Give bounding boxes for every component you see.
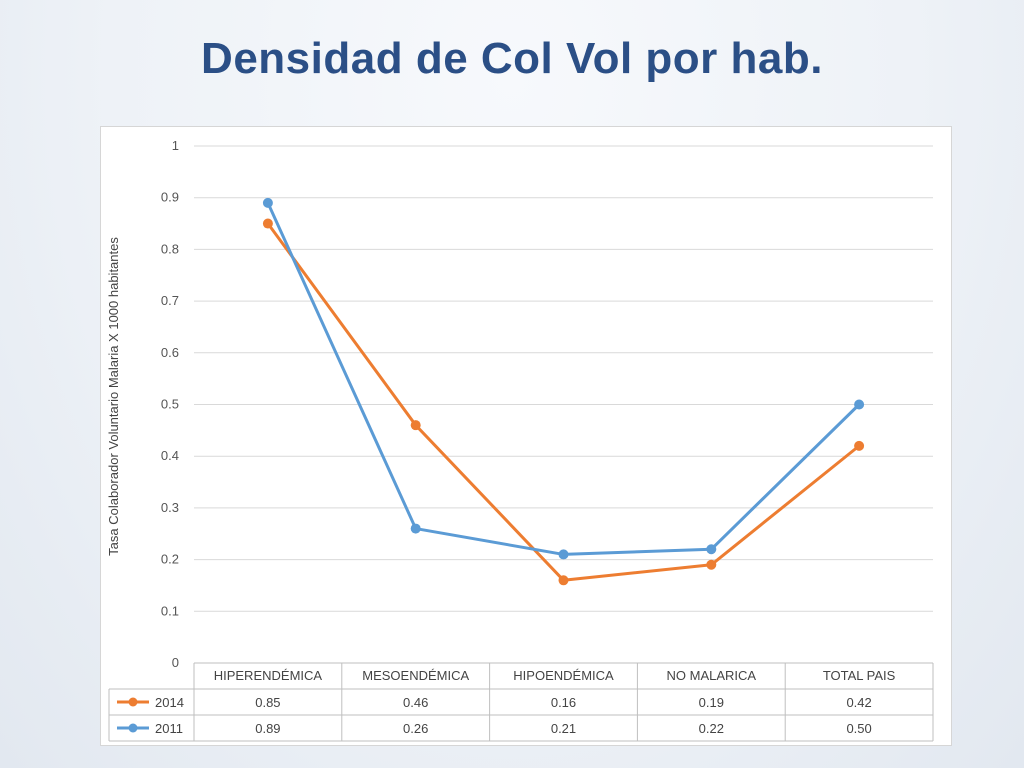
data-point-2011 <box>854 399 865 410</box>
data-table-value: 0.26 <box>403 721 428 736</box>
legend-entry: 2011 <box>155 721 183 736</box>
series-line-2011 <box>266 201 861 556</box>
y-tick-label: 0.9 <box>161 190 179 205</box>
data-table-value: 0.22 <box>699 721 724 736</box>
category-label: HIPERENDÉMICA <box>214 668 323 683</box>
y-tick-label: 0.8 <box>161 241 179 256</box>
y-tick-label: 0.6 <box>161 345 179 360</box>
data-table-value: 0.50 <box>846 721 871 736</box>
data-table-value: 0.19 <box>699 695 724 710</box>
data-table-value: 0.42 <box>846 695 871 710</box>
category-label: TOTAL PAIS <box>823 668 896 683</box>
slide-title: Densidad de Col Vol por hab. <box>201 34 823 83</box>
legend-key-marker <box>128 697 138 707</box>
data-table-value: 0.89 <box>255 721 280 736</box>
legend-key-marker <box>128 723 138 733</box>
line-chart: 0 0.1 0.2 0.3 0.4 0.5 0.6 0.7 0.8 0.9 1 Tasa Colabo… <box>106 138 934 742</box>
data-point-2011 <box>706 544 717 555</box>
y-tick-label: 0.1 <box>161 603 179 618</box>
legend-entry: 2014 <box>155 695 184 710</box>
chart-frame: 0 0.1 0.2 0.3 0.4 0.5 0.6 0.7 0.8 0.9 1 Tasa Colabo… <box>100 126 952 746</box>
data-point-2011 <box>410 523 421 534</box>
y-tick-label: 0.3 <box>161 500 179 515</box>
y-tick-label: 0.5 <box>161 397 179 412</box>
data-point-2014 <box>410 420 421 431</box>
y-tick-label: 0.4 <box>161 448 179 463</box>
data-point-2014 <box>262 218 273 229</box>
y-axis-title: Tasa Colaborador Voluntario Malaria X 10… <box>106 237 121 556</box>
data-point-2011 <box>262 197 273 208</box>
data-point-2014 <box>706 559 717 570</box>
data-table-value: 0.21 <box>551 721 576 736</box>
data-point-2011 <box>558 549 569 560</box>
y-tick-label: 0.2 <box>161 552 179 567</box>
y-tick-label: 1 <box>172 138 179 153</box>
data-table-value: 0.85 <box>255 695 280 710</box>
category-label: HIPOENDÉMICA <box>513 668 614 683</box>
y-tick-label: 0 <box>172 655 179 670</box>
data-table-value: 0.46 <box>403 695 428 710</box>
category-label: NO MALARICA <box>667 668 757 683</box>
category-label: MESOENDÉMICA <box>362 668 469 683</box>
y-tick-label: 0.7 <box>161 293 179 308</box>
data-point-2014 <box>558 575 569 586</box>
data-point-2014 <box>854 440 865 451</box>
data-table-value: 0.16 <box>551 695 576 710</box>
